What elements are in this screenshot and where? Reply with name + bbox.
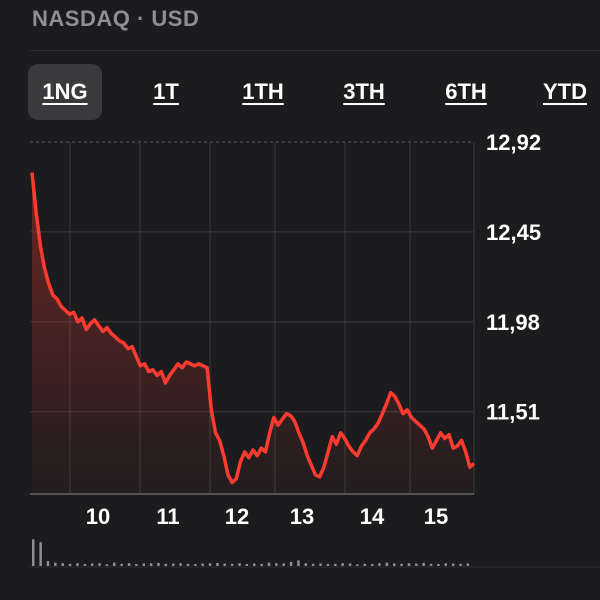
volume-bar (444, 563, 447, 566)
volume-bar (127, 563, 131, 566)
volume-bar (98, 563, 101, 566)
volume-bar (393, 563, 396, 566)
volume-bar (260, 563, 263, 566)
volume-bar (113, 562, 116, 566)
volume-bar (76, 563, 79, 566)
volume-bar (172, 563, 175, 566)
price-line (30, 172, 476, 485)
volume-bar (334, 563, 337, 566)
volume-bar (230, 563, 234, 566)
volume-bar (282, 563, 285, 566)
volume-bar (370, 564, 374, 566)
volume-bar (54, 562, 57, 566)
x-tick-label: 12 (225, 504, 249, 529)
tab-1ng[interactable]: 1NG (28, 64, 102, 120)
y-tick-label: 12,45 (486, 220, 541, 245)
volume-bar (466, 563, 470, 566)
volume-bar (341, 563, 344, 566)
volume-bar (208, 563, 212, 566)
time-range-tabs: 1NG 1T 1TH 3TH 6TH YTD (28, 64, 600, 120)
volume-bar (267, 562, 271, 566)
volume-bar (363, 563, 366, 566)
y-axis-labels: 12,92 12,45 11,98 11,51 (486, 130, 541, 425)
volume-bar (253, 563, 256, 566)
x-axis-labels: 10 11 12 13 14 15 (86, 504, 448, 529)
tab-1t[interactable]: 1T (153, 79, 179, 104)
volume-bar (39, 542, 42, 566)
volume-bar (120, 563, 123, 566)
volume-bar (238, 563, 241, 566)
volume-bar (422, 562, 425, 566)
y-tick-label: 11,51 (486, 400, 540, 425)
volume-bar (32, 539, 35, 566)
volume-bar (216, 562, 219, 566)
x-tick-label: 11 (156, 504, 179, 529)
volume-bar (437, 564, 440, 566)
volume-bar (378, 563, 381, 566)
y-tick-label: 11,98 (486, 310, 540, 335)
volume-bar (142, 563, 145, 566)
market-header: NASDAQ · USD (32, 6, 200, 31)
header-divider (30, 50, 600, 51)
volume-bar (68, 563, 72, 566)
price-chart[interactable]: 12,92 12,45 11,98 11,51 10 11 12 13 14 15 (0, 130, 600, 600)
tab-1th[interactable]: 1TH (242, 79, 284, 104)
volume-bar (157, 562, 160, 566)
volume-bar (90, 563, 94, 566)
volume-bar (83, 564, 87, 566)
volume-bar (46, 561, 50, 566)
volume-bar (105, 564, 109, 566)
volume-bar (297, 560, 300, 566)
volume-bar (61, 563, 64, 566)
y-tick-label: 12,92 (486, 130, 541, 155)
volume-bar (149, 563, 153, 566)
x-tick-label: 14 (360, 504, 385, 529)
volume-bar (223, 563, 226, 566)
x-tick-label: 13 (290, 504, 314, 529)
volume-bar (348, 563, 352, 566)
volume-bar (164, 563, 168, 566)
volume-bar (385, 562, 389, 566)
volume-bar (459, 563, 462, 566)
x-tick-label: 15 (424, 504, 448, 529)
x-tick-label: 10 (86, 504, 110, 529)
volume-bar (429, 563, 433, 566)
volume-bar (326, 564, 330, 566)
volume-bar (135, 564, 138, 566)
volume-bar (304, 563, 308, 566)
tab-ytd[interactable]: YTD (543, 79, 587, 104)
tab-6th[interactable]: 6TH (445, 79, 487, 104)
volume-bar (275, 563, 278, 566)
volume-bar (186, 563, 190, 566)
volume-bars (30, 539, 600, 568)
volume-bar (400, 563, 403, 566)
volume-bar (311, 563, 315, 566)
volume-bar (415, 563, 418, 566)
volume-bar (245, 564, 249, 566)
tab-3th[interactable]: 3TH (343, 79, 385, 104)
price-area (32, 172, 474, 494)
volume-bar (289, 561, 293, 566)
volume-bar (194, 564, 197, 566)
volume-bar (179, 563, 182, 566)
volume-bar (201, 563, 204, 566)
volume-bar (319, 563, 322, 566)
volume-bar (407, 563, 411, 566)
volume-bar (356, 564, 359, 566)
volume-bar (451, 563, 455, 566)
